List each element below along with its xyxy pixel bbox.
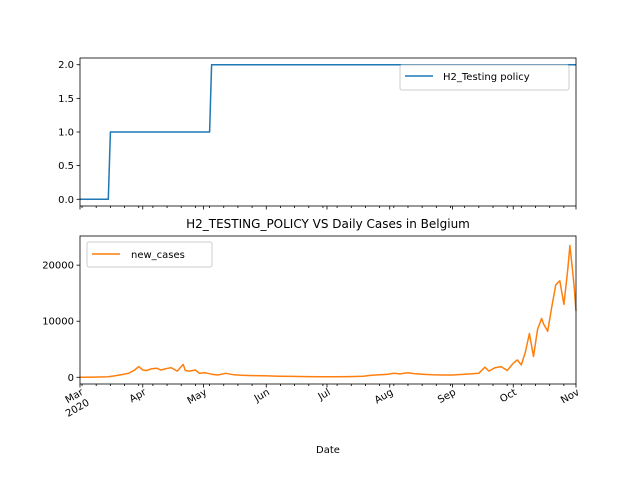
bottom-legend-label: new_cases <box>131 250 185 261</box>
bottom-y-ticks: 0 10000 20000 <box>42 261 80 384</box>
y-tick-label: 1.5 <box>58 94 74 105</box>
top-legend: H2_Testing policy <box>399 64 570 91</box>
x-tick-label: May <box>186 387 209 407</box>
top-axes-frame <box>79 57 577 207</box>
y-tick-label: 2.0 <box>58 60 74 71</box>
y-tick-label: 20000 <box>42 261 74 272</box>
x-tick-label-line: Nov <box>559 387 581 406</box>
series-line-new-cases <box>79 244 577 379</box>
x-tick-label: Aug <box>373 387 395 406</box>
y-tick-label: 0.0 <box>58 195 74 206</box>
x-tick-label-line: May <box>186 387 209 407</box>
x-tick-label-line: Sep <box>436 387 458 406</box>
y-tick-label: 0.5 <box>58 161 74 172</box>
top-series-group <box>80 63 576 201</box>
x-tick-label: Nov <box>559 387 581 406</box>
x-tick-label-line: Apr <box>128 387 149 406</box>
x-tick-label: Jul <box>316 387 333 403</box>
x-tick-label: Sep <box>436 387 458 406</box>
x-tick-label: Apr <box>128 387 149 406</box>
bottom-series-group <box>79 244 577 379</box>
x-tick-label: Oct <box>498 387 519 405</box>
y-tick-label: 1.0 <box>58 128 74 139</box>
x-tick-label: Jun <box>252 387 272 405</box>
y-tick-label: 0 <box>68 373 74 384</box>
x-tick-label-line: Jun <box>252 387 272 405</box>
bottom-axes-frame <box>79 235 577 385</box>
top-legend-label: H2_Testing policy <box>443 72 530 83</box>
top-axes: 0.0 0.5 1.0 1.5 2.0 H2_Testing policy <box>58 57 577 210</box>
series-line-h2-testing-policy <box>80 63 576 201</box>
top-legend-box <box>399 64 570 91</box>
x-tick-label-line: Aug <box>373 387 395 406</box>
y-tick-label: 10000 <box>42 317 74 328</box>
top-y-ticks: 0.0 0.5 1.0 1.5 2.0 <box>58 60 80 206</box>
bottom-chart-title: H2_TESTING_POLICY VS Daily Cases in Belg… <box>186 217 470 231</box>
x-tick-label-line: Jul <box>316 387 333 403</box>
bottom-axes: H2_TESTING_POLICY VS Daily Cases in Belg… <box>42 217 581 456</box>
bottom-legend: new_cases <box>86 241 213 268</box>
bottom-x-axis-label: Date <box>316 445 340 456</box>
top-x-ticks <box>79 206 577 210</box>
bottom-legend-box <box>86 241 213 268</box>
x-tick-label-line: Oct <box>498 387 519 405</box>
